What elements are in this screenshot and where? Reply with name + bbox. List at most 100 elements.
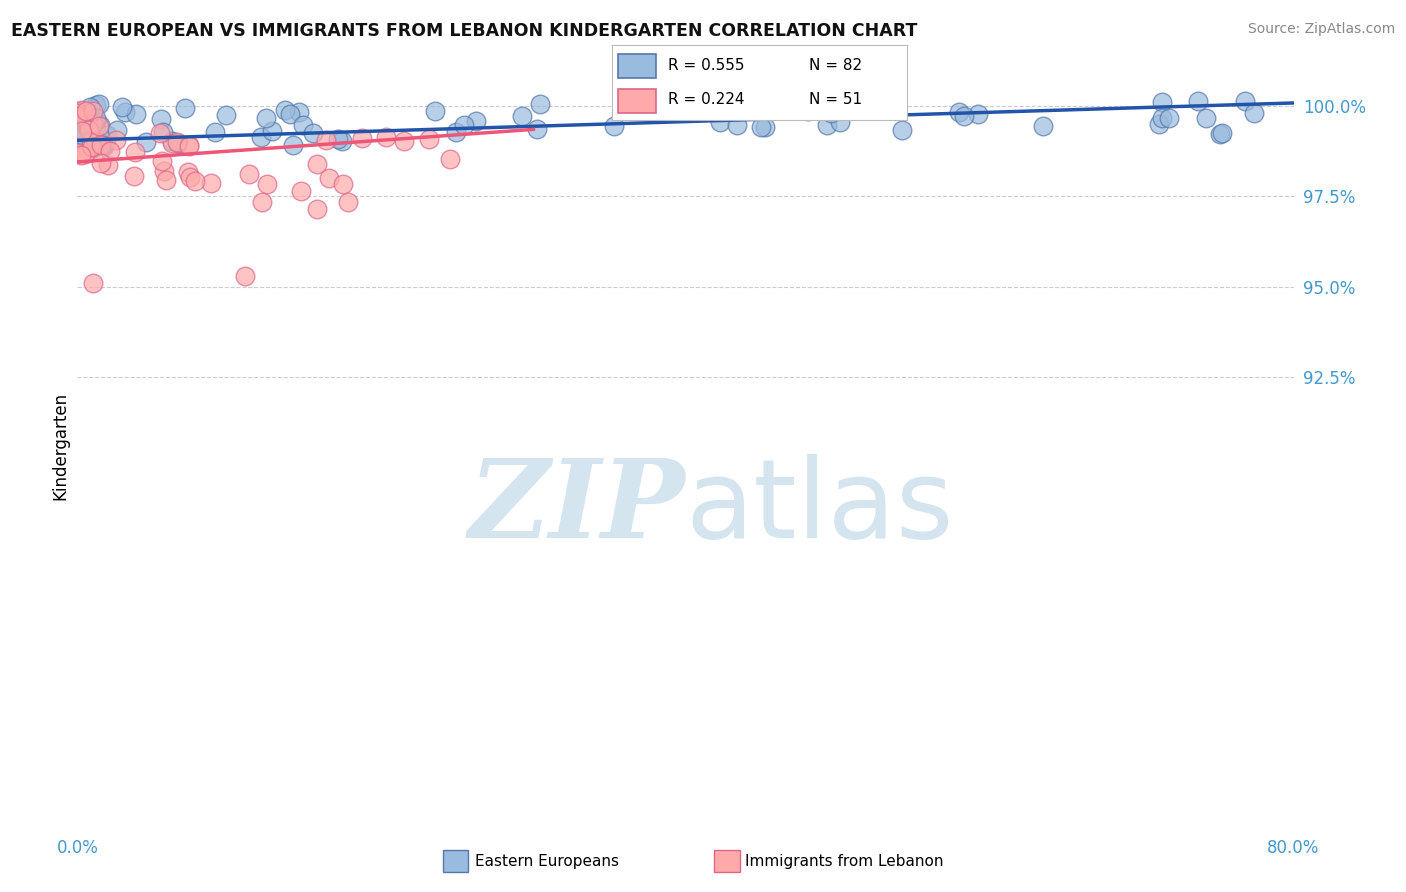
Point: [250, 194, 273, 209]
Text: atlas: atlas: [686, 454, 953, 561]
Point: [89, 118, 111, 132]
Point: [152, 125, 174, 139]
Point: [76, 119, 98, 133]
Point: [250, 130, 273, 145]
Point: [184, 174, 207, 188]
Point: [302, 126, 325, 140]
Point: [394, 134, 416, 148]
Point: [233, 268, 256, 283]
Point: [884, 102, 907, 116]
Point: [75, 130, 97, 145]
Point: [1243, 106, 1265, 120]
Point: [337, 195, 360, 210]
Point: [152, 164, 174, 178]
Point: [953, 109, 976, 123]
Point: [77, 105, 100, 120]
Text: ZIP: ZIP: [468, 454, 686, 561]
Point: [1150, 111, 1173, 125]
Point: [166, 135, 188, 149]
Text: N = 51: N = 51: [810, 93, 862, 107]
Point: [418, 132, 440, 146]
Point: [173, 101, 195, 115]
Point: [890, 123, 912, 137]
Point: [80, 139, 103, 153]
Point: [1032, 119, 1054, 133]
Point: [150, 112, 173, 126]
Point: [98, 144, 121, 158]
Point: [439, 152, 461, 166]
Point: [82, 117, 104, 131]
Point: [967, 107, 990, 121]
Point: [167, 136, 190, 150]
Point: [82, 141, 104, 155]
Point: [84, 114, 107, 128]
Point: [70, 113, 93, 128]
Point: [72, 121, 94, 136]
Point: [82, 276, 104, 290]
Point: [330, 134, 353, 148]
Point: [1211, 126, 1233, 140]
Point: [291, 118, 314, 132]
Point: [75, 118, 97, 132]
Point: [1187, 94, 1209, 108]
Point: [1147, 118, 1170, 132]
Point: [150, 153, 173, 168]
Point: [70, 128, 93, 142]
Point: [256, 178, 278, 192]
Point: [87, 119, 110, 133]
Text: Immigrants from Lebanon: Immigrants from Lebanon: [745, 854, 943, 869]
Point: [73, 147, 96, 161]
Text: N = 82: N = 82: [810, 58, 862, 73]
Point: [66, 109, 89, 123]
Point: [283, 138, 305, 153]
Point: [79, 99, 101, 113]
Point: [96, 133, 118, 147]
Point: [177, 164, 200, 178]
Point: [603, 120, 626, 134]
Point: [67, 105, 90, 120]
Point: [160, 136, 183, 150]
Point: [754, 120, 776, 134]
Point: [77, 123, 100, 137]
Text: EASTERN EUROPEAN VS IMMIGRANTS FROM LEBANON KINDERGARTEN CORRELATION CHART: EASTERN EUROPEAN VS IMMIGRANTS FROM LEBA…: [11, 22, 918, 40]
Point: [278, 107, 301, 121]
Point: [820, 106, 842, 120]
Point: [80, 134, 103, 148]
Point: [91, 137, 114, 152]
Point: [73, 110, 96, 124]
Point: [425, 103, 447, 118]
Point: [70, 148, 93, 162]
Text: R = 0.555: R = 0.555: [668, 58, 744, 73]
Point: [105, 132, 128, 146]
Point: [465, 114, 488, 128]
Point: [796, 103, 818, 118]
Point: [87, 96, 110, 111]
Point: [124, 107, 146, 121]
Point: [160, 134, 183, 148]
Point: [332, 177, 354, 191]
Point: [374, 130, 396, 145]
Point: [84, 97, 107, 112]
Point: [948, 104, 970, 119]
Point: [67, 134, 90, 148]
Point: [77, 117, 100, 131]
Point: [66, 104, 89, 119]
Point: [307, 156, 329, 170]
Point: [328, 132, 350, 146]
Point: [830, 115, 852, 129]
Text: R = 0.224: R = 0.224: [668, 93, 744, 107]
Y-axis label: Kindergarten: Kindergarten: [51, 392, 69, 500]
Point: [254, 111, 277, 125]
Point: [149, 126, 172, 140]
Point: [290, 185, 312, 199]
Point: [70, 103, 93, 117]
Point: [681, 103, 703, 117]
Point: [453, 118, 475, 132]
Point: [177, 138, 200, 153]
Point: [1209, 127, 1232, 141]
Point: [815, 118, 838, 132]
Point: [204, 124, 226, 138]
Point: [709, 115, 731, 129]
Point: [305, 202, 328, 216]
Point: [124, 145, 146, 159]
